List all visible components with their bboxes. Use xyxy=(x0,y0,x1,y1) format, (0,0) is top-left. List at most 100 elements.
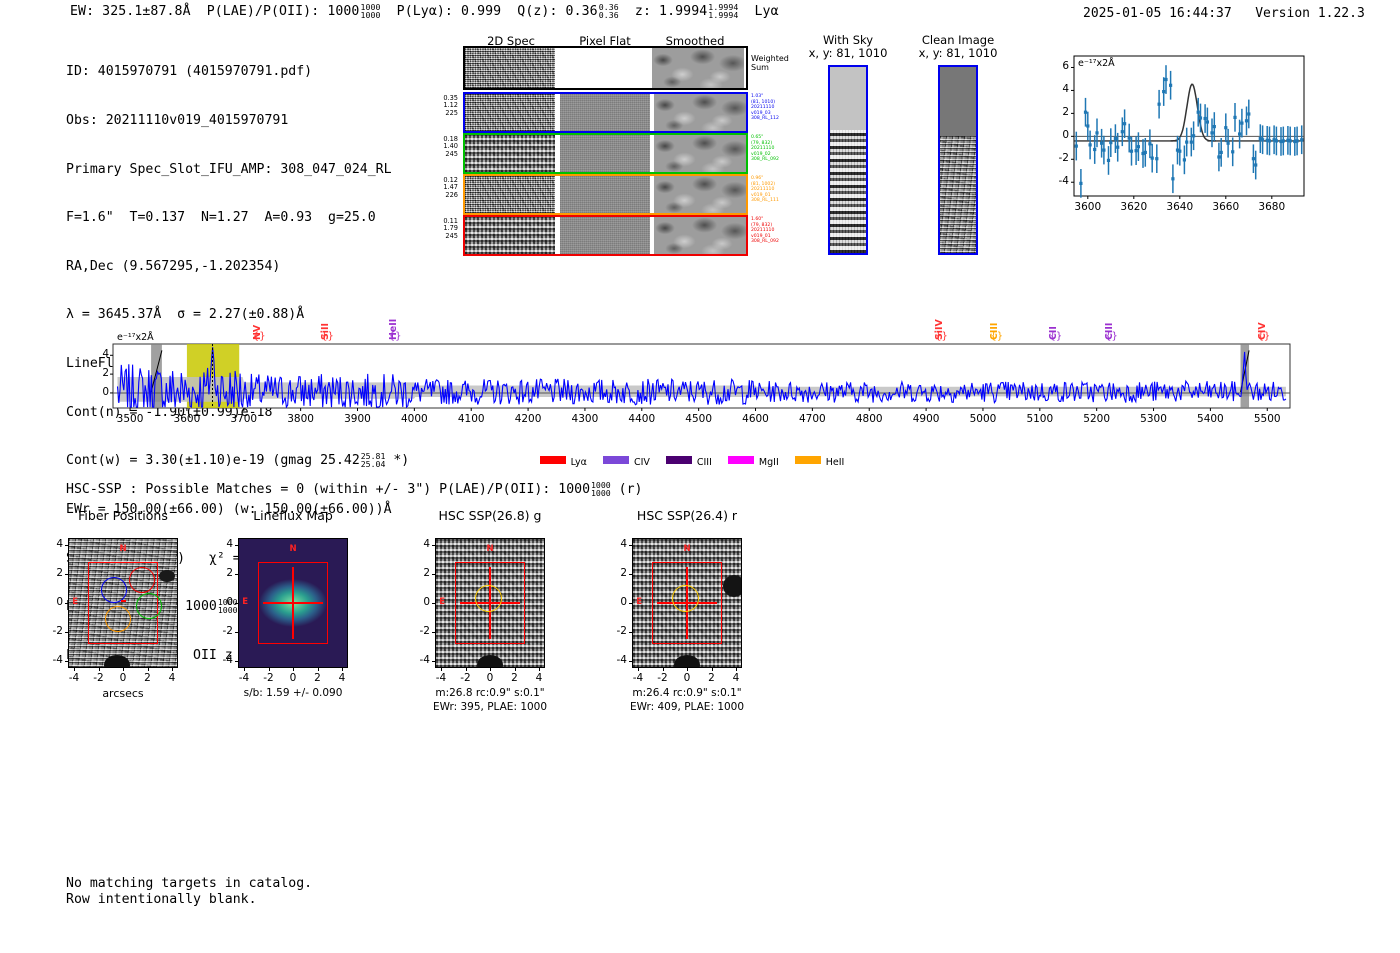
compass-east-label: E xyxy=(439,596,446,607)
weighted-sum-gap xyxy=(744,48,746,88)
footer-line-2: Row intentionally blank. xyxy=(66,892,257,908)
foreground-source-blob xyxy=(723,574,741,597)
hsc-ytick: 2 xyxy=(226,567,233,579)
hsc-ytick: 2 xyxy=(620,567,627,579)
footer-line-1: No matching targets in catalog. xyxy=(66,876,313,891)
fiber-circle xyxy=(135,592,162,619)
row-2dspec-image xyxy=(465,135,555,172)
plae-label: P(LAE)/P(OII): xyxy=(206,4,320,20)
fullspec-xtick: 3700 xyxy=(230,413,258,425)
fullspec-ytick: 4 xyxy=(102,348,109,361)
info-line-radec: RA,Dec (9.567295,-1.202354) xyxy=(66,258,281,274)
emission-line-bracket-icon: {} xyxy=(1049,331,1063,342)
legend-swatch xyxy=(727,456,754,464)
hsc-ytick: 0 xyxy=(620,596,627,608)
fullspec-xtick: 4800 xyxy=(855,413,883,425)
legend-label: MgII xyxy=(758,457,779,468)
row-pixelflat-image xyxy=(560,94,650,131)
full-spectrum-legend: Lyα CIV CIII MgII HeII xyxy=(0,450,1400,469)
hsc-xtick: -2 xyxy=(460,672,471,684)
info-plae-range: 1000 1000 xyxy=(217,597,238,616)
emission-line-bracket-icon: {} xyxy=(1105,331,1118,342)
zoomplot-ytick: 0 xyxy=(1062,129,1069,142)
hsc-ytick: -4 xyxy=(52,654,63,666)
legend-swatch xyxy=(794,456,821,464)
hsc-ytick: 0 xyxy=(56,596,63,608)
cutout-with-sky-image xyxy=(828,65,868,255)
hsc-ytick: -2 xyxy=(616,625,627,637)
legend-label: CIV xyxy=(633,457,650,468)
info-line-obs: Obs: 20211110v019_4015970791 xyxy=(66,113,289,129)
hsc-xtick: 4 xyxy=(338,672,346,684)
hsc-ytick: -2 xyxy=(419,625,430,637)
cutout-title-with-sky: With Sky x, y: 81, 1010 xyxy=(808,33,888,60)
hsc-ytick: -4 xyxy=(222,654,233,666)
hsc-xtick: 2 xyxy=(708,672,715,684)
compass-east-label: E xyxy=(72,596,79,607)
fullspec-xtick: 3500 xyxy=(116,413,144,425)
zoomplot-xtick: 3600 xyxy=(1074,201,1102,213)
spec2d-row xyxy=(463,174,748,215)
fullspec-xtick: 4600 xyxy=(742,413,769,425)
plya-value: 0.999 xyxy=(461,4,502,20)
row-2dspec-image xyxy=(465,217,555,254)
foreground-source-blob xyxy=(477,654,504,667)
zoomplot-xtick: 3680 xyxy=(1258,201,1286,213)
row-smoothed-image xyxy=(654,217,746,254)
info-line-lambda: λ = 3645.37Å σ = 2.27(±0.88)Å xyxy=(66,307,305,323)
header-timestamp-block: 2025-01-05 16:44:37 Version 1.22.3 xyxy=(1083,6,1365,21)
spec2d-row-metadata: 0.65" (79, 832) 20211110 v019_02 308_RL_092 xyxy=(751,135,779,163)
hsc-xtick: 4 xyxy=(535,672,543,684)
spec2d-row-meta: 1.03" (81, 1010) 20211110 v019_03 308_RL_112… xyxy=(751,92,791,255)
header-summary-line: EW: 325.1±87.8Å P(LAE)/P(OII): 1000 1000 1… xyxy=(70,3,779,20)
hsc-xtick: -4 xyxy=(68,672,80,684)
fullspec-xtick: 4500 xyxy=(685,413,713,425)
hsc-plae-range: 1000 1000 xyxy=(591,480,611,498)
spec2d-row-number: 0.18 1.40 245 xyxy=(443,135,458,158)
spec2d-row-metadata: 0.96" (81, 1002) 20211110 v019_01 308_RL_111 xyxy=(751,176,779,204)
hsc-ytick: 4 xyxy=(423,538,430,550)
hsc-xtick: 2 xyxy=(511,672,518,684)
spec2d-row xyxy=(463,133,748,174)
fullspec-xtick: 5400 xyxy=(1197,413,1224,425)
legend-swatch xyxy=(665,456,692,464)
spec2d-row-metadata: 1.03" (81, 1010) 20211110 v019_03 308_RL_112 xyxy=(751,94,779,122)
row-pixelflat-image xyxy=(560,217,650,254)
legend-swatch xyxy=(539,456,566,464)
hsc-xtick: 0 xyxy=(486,672,494,684)
hsc-ytick: -4 xyxy=(616,654,627,666)
aperture-box xyxy=(258,562,328,644)
emission-line-bracket-icon: {} xyxy=(252,331,266,342)
hsc-xlabel: arcsecs xyxy=(102,687,144,700)
z-type: Lyα xyxy=(754,4,779,20)
hsc-xtick: 2 xyxy=(314,672,321,684)
version-label: Version 1.22.3 xyxy=(1255,6,1365,21)
hsc-ytick: 2 xyxy=(423,567,430,579)
info-line-cont-w: Cont(w) = 3.30(±1.10)e-19 (gmag 25.42 25.… xyxy=(66,451,410,470)
compass-east-label: E xyxy=(242,596,249,607)
zoomplot-ytick: -4 xyxy=(1058,175,1069,188)
fullspec-xtick: 4200 xyxy=(514,413,542,425)
fullspec-xtick: 4000 xyxy=(400,413,428,425)
legend-swatch xyxy=(602,456,629,464)
hsc-ytick: 4 xyxy=(226,538,233,550)
compass-north-label: N xyxy=(683,544,691,555)
hsc-caption-2: EWr: 395, PLAE: 1000 xyxy=(432,701,548,713)
zoomplot-ytick: 4 xyxy=(1062,83,1069,96)
zoomplot-ytick: 6 xyxy=(1062,60,1069,73)
zoomplot-xtick: 3620 xyxy=(1120,201,1148,213)
row-2dspec-image xyxy=(465,176,555,213)
plya-label: P(Lyα): xyxy=(396,4,453,20)
zoomplot-units-label: e⁻¹⁷x2Å xyxy=(1078,58,1115,69)
z-label: z: xyxy=(634,4,651,20)
fullspec-xtick: 5200 xyxy=(1083,413,1111,425)
hsc-xtick: 4 xyxy=(168,672,176,684)
hsc-panel-title: HSC SSP(26.8) g xyxy=(438,508,542,523)
cutout-clean-image xyxy=(938,65,978,255)
fullspec-xtick: 4900 xyxy=(912,413,940,425)
zoomplot-xtick: 3640 xyxy=(1166,201,1194,213)
hsc-xtick: 0 xyxy=(683,672,691,684)
hsc-ytick: 2 xyxy=(56,567,63,579)
compass-north-label: N xyxy=(289,544,297,555)
